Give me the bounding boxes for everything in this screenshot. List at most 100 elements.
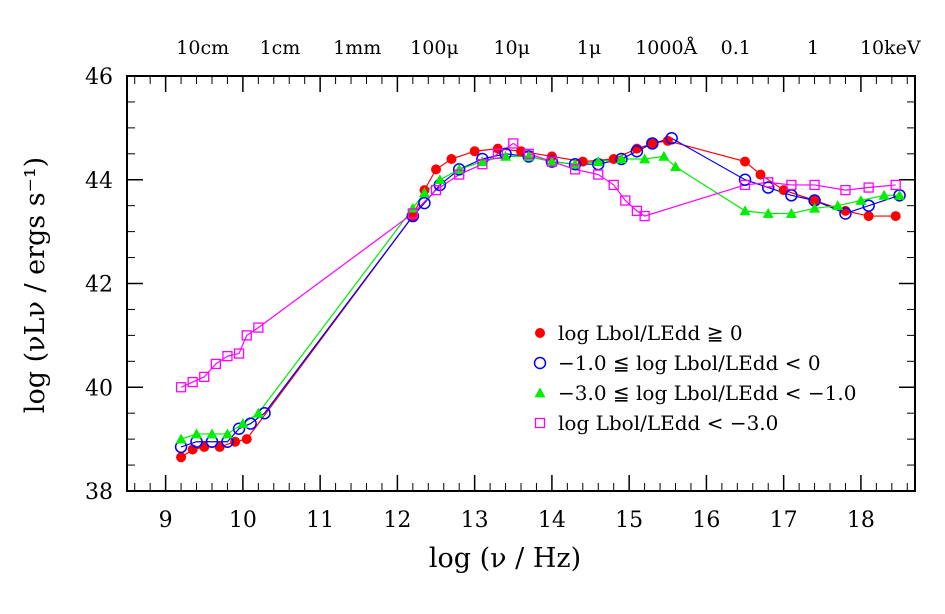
- data-point: [755, 169, 766, 180]
- data-point: [187, 376, 198, 388]
- x-tick-label: 12: [383, 508, 411, 533]
- top-axis-label: 1: [807, 37, 819, 59]
- data-point: [492, 148, 503, 159]
- data-point: [454, 169, 465, 180]
- legend-label: log Lbol/LEdd ≧ 0: [558, 321, 743, 345]
- data-point: [241, 330, 252, 341]
- data-point: [546, 156, 558, 167]
- data-point: [407, 208, 418, 219]
- top-wavelength-labels: 10cm 1cm 1mm 100μ 10μ 1μ 1000Å 0.1 1 10keV: [176, 37, 921, 59]
- data-point: [809, 179, 820, 191]
- top-axis-label: 1μ: [577, 37, 601, 59]
- data-point: [840, 184, 851, 196]
- major-ticks: [127, 75, 915, 492]
- minor-ticks: [127, 76, 915, 491]
- data-point: [739, 179, 751, 191]
- y-tick-label: 38: [85, 480, 113, 505]
- data-point: [523, 148, 534, 159]
- x-tick-label: 11: [306, 508, 334, 533]
- data-point: [839, 207, 852, 220]
- data-point: [241, 434, 252, 445]
- x-axis-title: log (ν / Hz): [429, 543, 581, 574]
- x-tick-label: 14: [538, 508, 566, 533]
- data-point: [569, 164, 581, 175]
- data-point: [252, 407, 264, 418]
- y-tick-label: 46: [85, 65, 113, 90]
- data-point: [431, 164, 442, 175]
- series-markers: [174, 132, 906, 463]
- data-point: [592, 156, 604, 166]
- y-tick-label: 40: [85, 376, 113, 401]
- data-point: [253, 322, 264, 333]
- data-point: [191, 428, 203, 439]
- top-axis-label: 1000Å: [635, 37, 697, 59]
- legend-marker: [534, 417, 546, 429]
- legend-marker: [534, 387, 546, 398]
- x-tick-label: 13: [461, 508, 489, 533]
- data-point: [630, 144, 644, 158]
- x-tick-label: 10: [229, 508, 257, 533]
- data-point: [894, 189, 906, 200]
- data-point: [639, 153, 651, 164]
- data-point: [434, 174, 446, 185]
- data-point: [620, 195, 631, 206]
- y-tick-labels: 38 40 42 44 46: [85, 65, 113, 505]
- legend-marker: [535, 328, 545, 338]
- data-point: [477, 159, 488, 170]
- data-point: [232, 422, 246, 435]
- top-axis-label: 100μ: [410, 37, 459, 59]
- data-point: [476, 156, 488, 166]
- data-point: [646, 137, 659, 150]
- data-point: [446, 154, 457, 164]
- data-point: [738, 173, 752, 186]
- data-point: [210, 358, 221, 370]
- x-tick-label: 18: [847, 508, 875, 533]
- y-axis-title: log (νLν / ergs s⁻¹): [20, 157, 51, 413]
- top-axis-label: 10μ: [493, 37, 530, 59]
- data-point: [175, 433, 187, 444]
- data-point: [569, 158, 581, 169]
- data-point: [658, 150, 670, 161]
- x-tick-label: 15: [615, 508, 643, 533]
- data-point: [453, 163, 465, 174]
- data-point: [176, 452, 187, 463]
- series-lines: [180, 137, 900, 458]
- data-point: [418, 196, 431, 210]
- top-axis-label: 10cm: [176, 37, 229, 59]
- data-point: [199, 371, 210, 383]
- legend-label: −3.0 ≦ log Lbol/LEdd < −1.0: [558, 381, 856, 405]
- top-axis-label: 1cm: [260, 37, 301, 59]
- data-point: [206, 428, 218, 439]
- top-axis-label: 10keV: [860, 37, 921, 59]
- legend-label: log Lbol/LEdd < −3.0: [558, 411, 778, 435]
- data-point: [832, 200, 844, 211]
- legend: log Lbol/LEdd ≧ 0 −1.0 ≦ log Lbol/LEdd < …: [533, 321, 856, 435]
- y-tick-label: 44: [85, 169, 113, 194]
- data-point: [890, 211, 901, 222]
- data-point: [237, 418, 249, 428]
- data-point: [762, 207, 774, 218]
- data-point: [785, 207, 797, 218]
- x-tick-label: 16: [692, 508, 720, 533]
- data-point: [546, 156, 558, 166]
- data-point: [222, 350, 233, 362]
- data-point: [763, 177, 774, 188]
- data-point: [786, 179, 797, 191]
- data-point: [740, 156, 751, 167]
- data-point: [761, 181, 775, 194]
- x-tick-label: 9: [159, 508, 173, 533]
- data-point: [608, 179, 619, 191]
- data-point: [407, 202, 419, 213]
- data-point: [878, 189, 890, 200]
- series-line: [180, 140, 896, 458]
- y-tick-label: 42: [85, 273, 113, 298]
- data-point: [647, 138, 658, 149]
- legend-marker: [533, 356, 547, 370]
- x-tick-label: 17: [770, 508, 798, 533]
- data-point: [469, 146, 480, 157]
- data-point: [665, 132, 678, 145]
- data-point: [739, 205, 751, 216]
- data-point: [670, 161, 682, 172]
- data-point: [430, 184, 442, 196]
